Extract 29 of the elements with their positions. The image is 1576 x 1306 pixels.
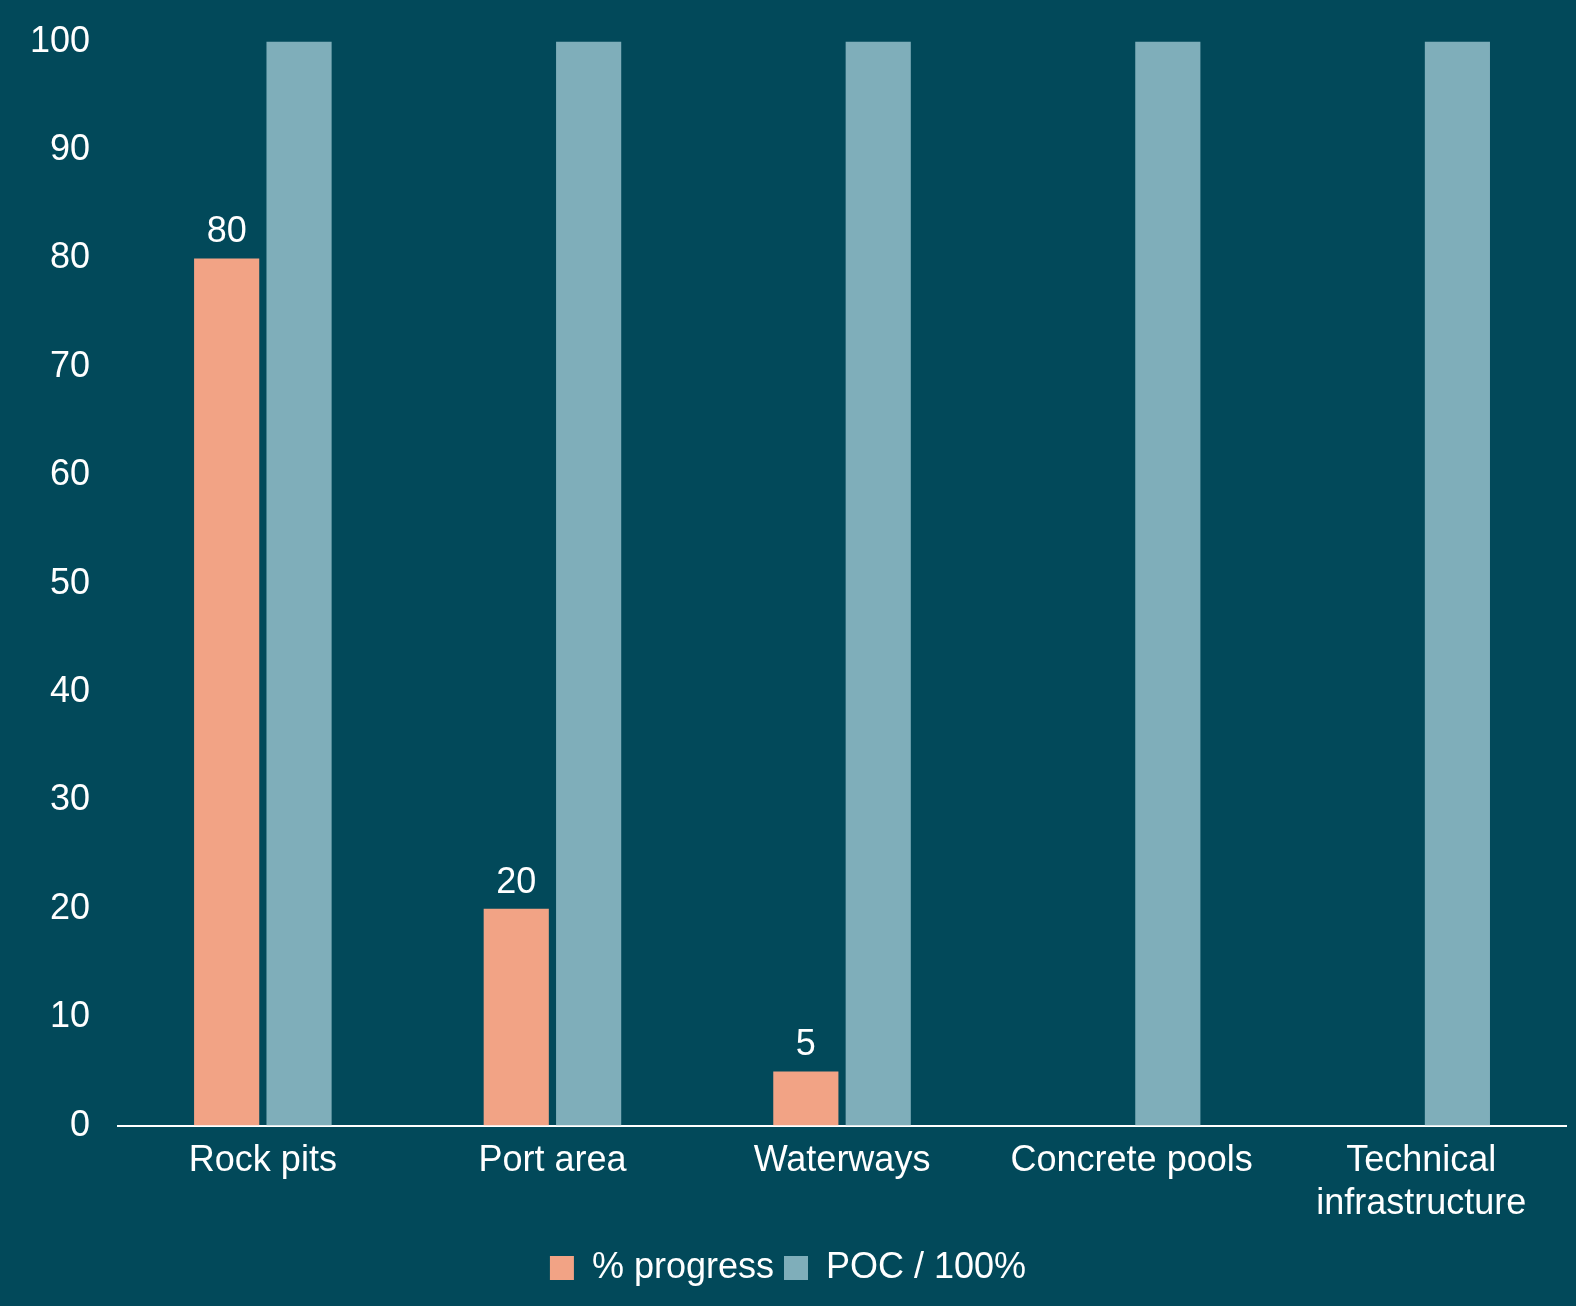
- bar: [194, 258, 260, 1126]
- x-tick-label: Waterways: [753, 1138, 931, 1180]
- legend-label: % progress: [591, 1244, 774, 1286]
- y-tick-label: 10: [50, 994, 91, 1036]
- data-label: 5: [795, 1022, 816, 1064]
- y-tick-label: 60: [50, 452, 91, 494]
- data-label: 20: [496, 859, 537, 901]
- bar: [556, 41, 622, 1126]
- y-tick-label: 80: [50, 235, 91, 277]
- y-tick-label: 30: [50, 777, 91, 819]
- x-tick-label: Concrete pools: [1010, 1138, 1253, 1180]
- y-tick-label: 90: [50, 126, 91, 168]
- y-tick-label: 40: [50, 668, 91, 710]
- legend-label: POC / 100%: [825, 1244, 1027, 1286]
- y-tick-label: 70: [50, 343, 91, 385]
- bar: [845, 41, 911, 1126]
- y-tick-label: 0: [70, 1102, 91, 1144]
- data-label: 80: [206, 209, 247, 251]
- x-tick-label: Rock pits: [188, 1138, 337, 1180]
- bar: [1424, 41, 1490, 1126]
- y-tick-label: 50: [50, 560, 91, 602]
- bar: [266, 41, 332, 1126]
- y-tick-label: 20: [50, 885, 91, 927]
- bar: [773, 1071, 839, 1126]
- x-tick-label: Technical infrastructure: [1316, 1138, 1527, 1223]
- bar: [483, 908, 549, 1126]
- x-tick-label: Port area: [478, 1138, 628, 1180]
- bar: [1135, 41, 1201, 1126]
- y-tick-label: 100: [29, 18, 91, 60]
